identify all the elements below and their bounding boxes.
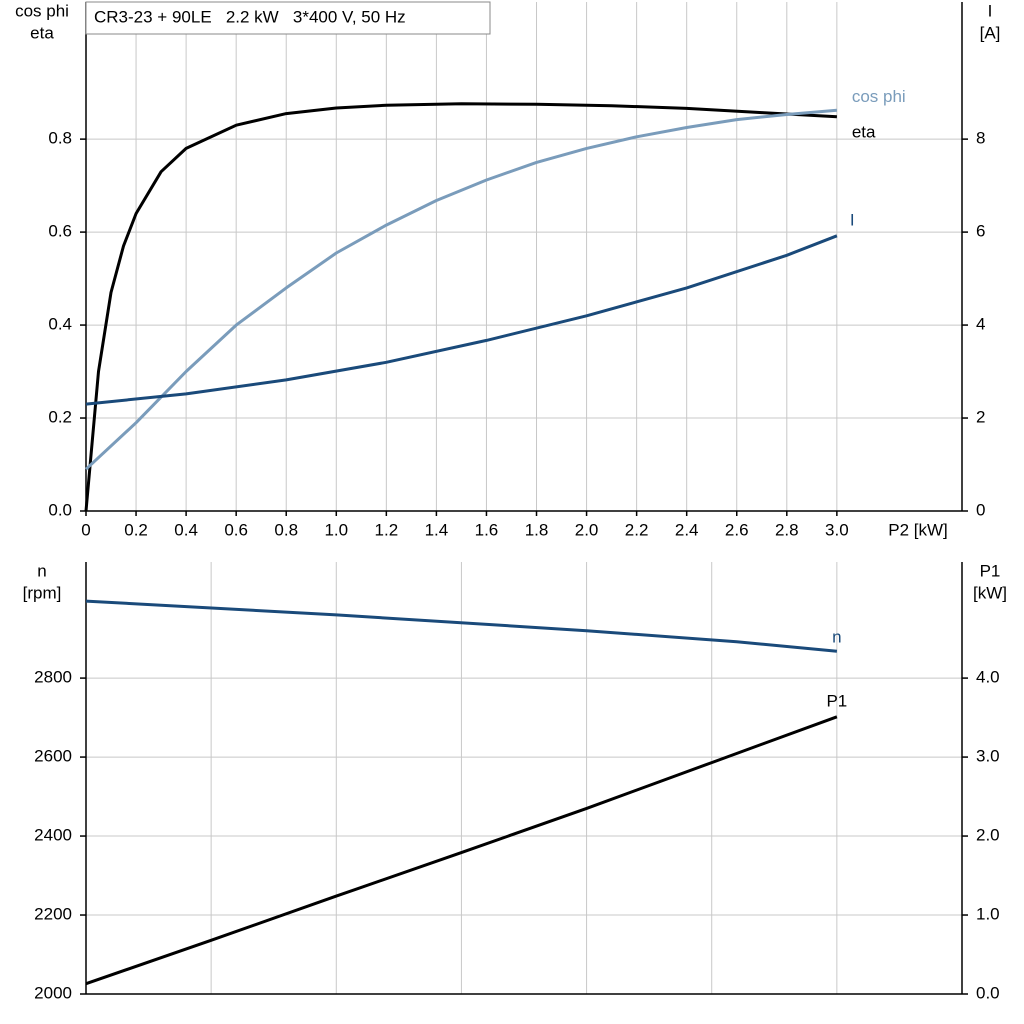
y2-tick-label: 0.0 <box>976 983 1000 1002</box>
series-line <box>85 234 838 406</box>
series-line <box>84 102 837 512</box>
x-tick-label: 1.0 <box>324 520 348 539</box>
y-tick-label: 2000 <box>34 983 72 1002</box>
series-label: cos phi <box>852 87 906 106</box>
series-label: P1 <box>826 691 847 710</box>
title-box <box>85 1 491 35</box>
series-line <box>85 715 838 986</box>
y-tick-label: 2600 <box>34 747 72 766</box>
x-tick-label: 1.6 <box>475 520 499 539</box>
y-tick-label: 2200 <box>34 905 72 924</box>
series-label: I <box>850 210 855 229</box>
y2-tick-label: 2.0 <box>976 826 1000 845</box>
series-line <box>85 599 838 653</box>
y-axis-label: eta <box>30 23 54 42</box>
x-tick-label: 0.6 <box>224 520 248 539</box>
x-tick-label: 1.8 <box>525 520 549 539</box>
y2-axis-label: I <box>988 1 993 20</box>
x-tick-label: 0.4 <box>174 520 198 539</box>
x-tick-label: 1.2 <box>375 520 399 539</box>
x-tick-label: 2.6 <box>725 520 749 539</box>
y2-tick-label: 3.0 <box>976 747 1000 766</box>
chart-title: CR3-23 + 90LE 2.2 kW 3*400 V, 50 Hz <box>94 7 406 26</box>
y-axis-label: cos phi <box>15 1 69 20</box>
y2-tick-label: 4.0 <box>976 668 1000 687</box>
y2-axis-label: P1 <box>980 561 1001 580</box>
x-tick-label: 2.0 <box>575 520 599 539</box>
y-tick-label: 0.2 <box>48 408 72 427</box>
y-axis-label: n <box>37 561 46 580</box>
x-tick-label: 0 <box>81 520 90 539</box>
y2-tick-label: 1.0 <box>976 905 1000 924</box>
y-tick-label: 2400 <box>34 826 72 845</box>
x-tick-label: 2.4 <box>675 520 699 539</box>
y-tick-label: 0.6 <box>48 222 72 241</box>
x-tick-label: 1.4 <box>425 520 449 539</box>
x-tick-label: 2.2 <box>625 520 649 539</box>
y-tick-label: 0.0 <box>48 500 72 519</box>
y2-tick-label: 0 <box>976 500 985 519</box>
y-axis-label: [rpm] <box>23 583 62 602</box>
y-tick-label: 0.8 <box>48 129 72 148</box>
x-tick-label: 2.8 <box>775 520 799 539</box>
y2-axis-label: [A] <box>980 23 1001 42</box>
y2-tick-label: 4 <box>976 315 985 334</box>
x-tick-label: 3.0 <box>825 520 849 539</box>
series-line <box>84 108 838 471</box>
y2-tick-label: 2 <box>976 408 985 427</box>
x-axis-label: P2 [kW] <box>888 520 948 539</box>
y-tick-label: 0.4 <box>48 315 72 334</box>
x-tick-label: 0.8 <box>274 520 298 539</box>
y-tick-label: 2800 <box>34 668 72 687</box>
series-label: eta <box>852 122 876 141</box>
series-label: n <box>832 628 841 647</box>
y2-tick-label: 8 <box>976 129 985 148</box>
y2-tick-label: 6 <box>976 222 985 241</box>
y2-axis-label: [kW] <box>973 583 1007 602</box>
x-tick-label: 0.2 <box>124 520 148 539</box>
